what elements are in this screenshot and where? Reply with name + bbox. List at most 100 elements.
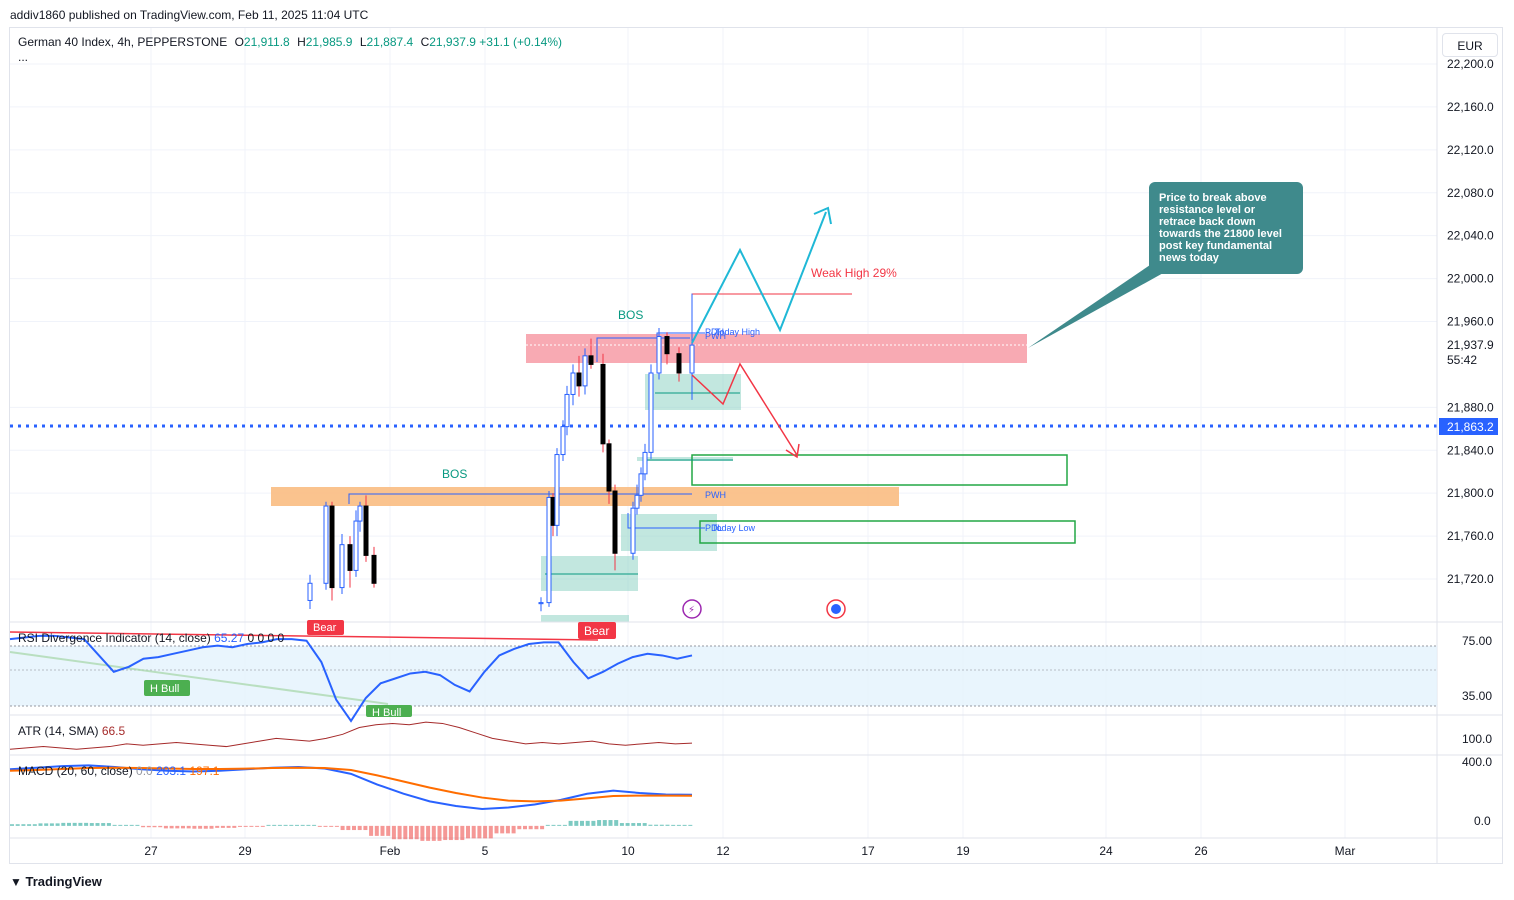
legend-more-button[interactable]: ... [18, 50, 29, 64]
macd-hist-bar [334, 825, 339, 827]
macd-hist-bar [471, 825, 476, 839]
macd-hist-bar [562, 824, 567, 826]
candle-body [560, 426, 566, 456]
macd-hist-bar [203, 825, 208, 829]
macd-hist-bar [426, 825, 431, 841]
macd-axis-0: 0.0 [1474, 814, 1491, 828]
price-axis[interactable]: 22,200.0 22,160.0 22,120.0 22,080.0 22,040.0… [1447, 57, 1494, 586]
macd-hist-bar [460, 825, 465, 841]
macd-hist-bar [169, 825, 174, 829]
macd-hist-bar [369, 825, 374, 836]
rsi-legend[interactable]: RSI Divergence Indicator (14, close) 65.… [18, 631, 284, 645]
macd-hist-bar [135, 824, 140, 826]
economic-event-inner-icon [831, 604, 841, 614]
macd-hist-bar [67, 822, 71, 826]
macd-hist-bar [386, 825, 391, 836]
time-tick-label: 27 [144, 844, 158, 858]
bear-badge-1-text: Bear [313, 622, 337, 634]
lightning-icon[interactable] [682, 599, 702, 619]
macd-hist-bar [300, 824, 305, 826]
candles [307, 293, 695, 612]
candle-body [371, 554, 377, 584]
candle-body [329, 505, 335, 589]
rsi-name: RSI Divergence Indicator (14, close) [18, 631, 211, 645]
macd-hist-bar [363, 825, 368, 831]
rsi-axis-35: 35.00 [1462, 689, 1492, 703]
green-target-box-1 [691, 454, 1068, 486]
time-tick-label: 29 [238, 844, 252, 858]
demand-box-4 [541, 615, 629, 622]
candle-body [582, 355, 588, 387]
price-tick-label: 21,720.0 [1447, 572, 1494, 586]
countdown-text: 55:42 [1447, 353, 1477, 367]
today-high-label: Today High [715, 327, 760, 337]
rsi-line [9, 634, 693, 723]
pwh-top-label: PWH [705, 331, 726, 341]
macd-legend[interactable]: MACD (20, 60, close) 0.0 203.1 197.1 [18, 764, 219, 778]
candle-body [576, 372, 582, 387]
macd-hist-bar [295, 824, 299, 826]
pdh-label: PDH [705, 327, 724, 337]
grid [10, 28, 1437, 838]
macd-signal-line [9, 766, 693, 803]
time-axis[interactable]: 27 29 Feb 5 10 12 17 19 24 26 Mar [144, 844, 1355, 858]
macd-hist-bar [329, 825, 334, 827]
candle-body [676, 353, 682, 374]
macd-hist-bar [272, 824, 277, 826]
macd-hist-bar [283, 824, 288, 826]
bear-badge-1 [307, 620, 344, 635]
macd-hist-bar [614, 820, 619, 826]
candle-body [600, 363, 606, 445]
low-value: 21,887.4 [366, 35, 414, 49]
macd-hist-bar [437, 825, 442, 841]
macd-hist-bar [528, 825, 533, 830]
macd-hist-bar [608, 820, 613, 826]
analysis-note[interactable]: Price to break above resistance level or… [1149, 182, 1303, 274]
macd-hist-bar [226, 825, 231, 828]
macd-hist-bar [61, 822, 66, 826]
macd-hist-bar [209, 825, 214, 829]
macd-hist-bar [181, 825, 185, 829]
macd-hist-bar [648, 824, 653, 826]
symbol-legend[interactable]: German 40 Index, 4h, PEPPERSTONE O21,911… [18, 35, 562, 49]
currency-selector[interactable]: EUR [1442, 33, 1498, 57]
candle-body [664, 336, 670, 355]
candle-body [588, 355, 594, 365]
macd-hist-bar [89, 823, 94, 826]
macd-hist-bar [534, 825, 539, 830]
hbull-badge-2 [366, 705, 412, 717]
bos-structure-lower [348, 493, 692, 504]
macd-hist-bar [477, 825, 482, 839]
macd-hist-bar [500, 825, 505, 834]
tradingview-logo[interactable]: ▼ TradingView [10, 874, 102, 889]
macd-hist-bar [146, 825, 151, 828]
macd-hist-bar [10, 824, 14, 826]
footer-brand: TradingView [25, 874, 102, 889]
candle-body [363, 505, 369, 556]
macd-hist-bar [488, 825, 493, 839]
macd-hist-bar [517, 825, 522, 830]
bos-lower-label: BOS [442, 467, 467, 481]
macd-hist-bar [15, 824, 20, 826]
today-low-label: Today Low [712, 523, 756, 533]
candle-body [642, 451, 648, 475]
price-tick-label: 21,760.0 [1447, 529, 1494, 543]
macd-hist-bar [198, 825, 203, 829]
macd-hist-bar [106, 823, 111, 826]
macd-hist-bar [323, 825, 328, 827]
change-value: +31.1 (+0.14%) [479, 35, 563, 49]
macd-hist-bar [220, 825, 225, 828]
macd-hist-bar [21, 824, 26, 826]
macd-hist-bar [511, 825, 516, 834]
macd-hist-bar [688, 824, 693, 826]
atr-legend[interactable]: ATR (14, SMA) 66.5 [18, 724, 125, 738]
macd-signal-value: 197.1 [189, 764, 220, 778]
macd-hist-bar [631, 823, 636, 826]
macd-hist-bar [249, 825, 254, 827]
macd-hist-bar [580, 820, 584, 826]
rsi-axis-75: 75.00 [1462, 634, 1492, 648]
bear-badge-2-text: Bear [584, 624, 609, 638]
candle-body [347, 544, 353, 571]
macd-hist-bar [72, 822, 77, 826]
